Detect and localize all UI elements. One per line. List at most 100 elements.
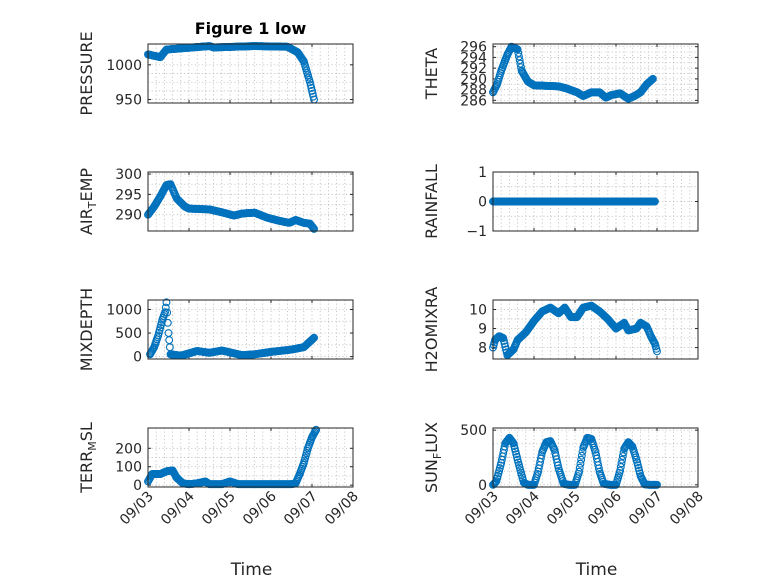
y-tick-label: 500 (115, 326, 142, 342)
axes-background (147, 299, 354, 360)
data-point (307, 84, 316, 92)
x-tick-label: 09/07 (281, 489, 321, 529)
y-tick-label: 292 (460, 61, 487, 77)
axes-box (492, 299, 699, 360)
x-tick-label: 09/06 (585, 488, 625, 528)
axes-background (147, 43, 354, 104)
y-tick-label: −1 (466, 224, 487, 240)
data-point (163, 308, 172, 317)
y-tick-label: 290 (460, 72, 487, 88)
data-point (310, 333, 318, 342)
axes-box (147, 43, 354, 104)
y-axis-label: AIRTEMP (77, 168, 99, 235)
data-point (577, 455, 586, 464)
y-tick-label: 500 (460, 423, 487, 439)
data-point (308, 335, 316, 344)
subplot-7: 0 100 200 09/03 09/04 09/05 09/06 09/07 09/08 TER… (77, 422, 362, 528)
data-point (515, 52, 523, 61)
y-tick-label: 0 (133, 350, 142, 366)
axes-box (147, 171, 354, 232)
y-axis-label: SUNFLUX (422, 422, 444, 493)
y-tick-label: 296 (460, 40, 487, 56)
data-point (516, 59, 525, 68)
y-tick-label: 0 (133, 478, 142, 494)
data-point (298, 55, 307, 64)
axes-background (147, 427, 354, 488)
subplot-6: 8 9 10 H2OMIXRA (422, 287, 699, 373)
data-point (626, 440, 635, 449)
axes-box (147, 299, 354, 360)
y-tick-label: 286 (460, 93, 487, 109)
x-tick-label: 09/04 (503, 488, 543, 528)
y-tick-label: 0 (478, 478, 487, 494)
data-point (553, 461, 562, 470)
data-point (161, 303, 170, 312)
data-point (309, 92, 318, 101)
data-point (575, 463, 584, 472)
data-point (163, 318, 172, 327)
y-tick-label: 100 (115, 460, 142, 476)
data-point (618, 452, 627, 460)
data-point (162, 298, 171, 307)
x-axis-label: Time (230, 560, 273, 580)
subplot-3: 290 295 300 AIRTEMP (77, 167, 354, 235)
subplot-5: 0 500 1000 MIXDEPTH (77, 288, 354, 371)
x-tick-label: 09/05 (199, 489, 239, 529)
x-tick-label: 09/08 (667, 489, 707, 529)
y-tick-label: 1 (478, 165, 487, 181)
x-tick-label: 09/06 (240, 488, 280, 528)
data-point (306, 78, 314, 87)
data-point (577, 451, 586, 460)
y-axis-label: PRESSURE (77, 31, 96, 115)
data-point (594, 464, 603, 473)
data-point (491, 478, 499, 487)
data-point (616, 463, 625, 471)
data-point (616, 466, 625, 475)
x-tick-label: 09/03 (462, 489, 502, 529)
x-axis-label: Time (575, 560, 618, 580)
y-tick-label: 300 (115, 167, 142, 183)
x-tick-label: 09/04 (158, 488, 198, 528)
data-point (308, 86, 316, 95)
axes-background (492, 427, 699, 488)
y-tick-label: 1000 (106, 302, 142, 318)
data-point (306, 81, 315, 90)
y-axis-label: H2OMIXRA (422, 287, 441, 373)
x-tick-label: 09/03 (117, 489, 157, 529)
axes-box (492, 43, 699, 104)
axes-box (492, 427, 699, 488)
data-point (308, 89, 317, 98)
y-tick-label: 295 (115, 187, 142, 203)
y-tick-label: 1000 (106, 58, 142, 74)
y-tick-label: 0 (478, 195, 487, 211)
data-point (515, 56, 524, 65)
data-point (307, 336, 316, 345)
data-point (578, 447, 587, 456)
y-tick-label: 9 (478, 322, 487, 338)
data-point (309, 334, 318, 343)
data-point (650, 197, 659, 206)
x-tick-label: 09/08 (322, 489, 362, 529)
y-axis-label: RAINFALL (422, 164, 441, 239)
y-tick-label: 8 (478, 341, 487, 357)
data-point (648, 74, 657, 83)
data-point (617, 459, 626, 468)
data-point (312, 425, 321, 434)
subplot-1: 950 1000 PRESSURE Figure 1 low (77, 19, 354, 116)
y-tick-label: 294 (460, 50, 487, 66)
x-tick-label: 09/07 (626, 489, 666, 529)
data-point (647, 76, 656, 85)
data-point (648, 75, 657, 84)
y-axis-label: TERRMSL (77, 422, 99, 494)
y-tick-label: 290 (115, 208, 142, 224)
subplot-8: 0 500 09/03 09/04 09/05 09/06 09/07 09/08 SUNFLU… (422, 422, 707, 528)
subplot-4: −1 0 1 RAINFALL (422, 164, 699, 240)
x-tick-label: 09/05 (544, 489, 584, 529)
y-axis-label: MIXDEPTH (77, 288, 96, 371)
y-tick-label: 200 (115, 441, 142, 457)
data-point (308, 335, 317, 343)
data-point (575, 467, 584, 476)
